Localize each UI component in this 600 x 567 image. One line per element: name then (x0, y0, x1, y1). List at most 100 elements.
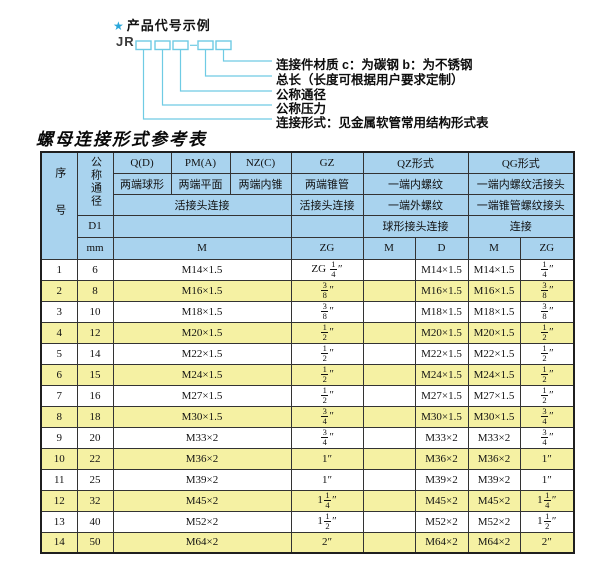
header-dn: 公称通径 (76, 151, 114, 216)
header-qg-conn: 连接 (467, 214, 575, 238)
cell-qg-m: M18×1.5 (467, 300, 521, 323)
cell-m: M20×1.5 (112, 321, 292, 344)
cell-seq: 1 (40, 258, 78, 281)
cell-qz-m (362, 300, 416, 323)
cell-m: M33×2 (112, 426, 292, 449)
table-row: 7 16 M27×1.5 1 2 ″ M27×1.5 M27×1.5 1 2 ″ (40, 384, 575, 407)
connector-line (142, 49, 272, 120)
cell-qz-d: M27×1.5 (414, 384, 469, 407)
cell-qg-zg: 1 2 ″ (519, 384, 575, 407)
code-label-material: 连接件材质 c：为碳钢 b：为不锈钢 (276, 58, 473, 72)
cell-dn-mm: 6 (76, 258, 114, 281)
cell-qz-d: M30×1.5 (414, 405, 469, 428)
cell-seq: 11 (40, 468, 78, 491)
cell-gz-zg: 1 2 ″ (290, 363, 364, 386)
code-label-diameter: 公称通径 (276, 88, 327, 102)
cell-qz-d: M64×2 (414, 531, 469, 554)
table-row: 9 20 M33×2 3 4 ″ M33×2 M33×2 3 4 ″ (40, 426, 575, 449)
cell-qg-m: M22×1.5 (467, 342, 521, 365)
header-m-main: M (112, 236, 292, 260)
code-box (135, 40, 152, 51)
cell-seq: 9 (40, 426, 78, 449)
cell-m: M27×1.5 (112, 384, 292, 407)
code-prefix: JR (116, 34, 135, 49)
cell-gz-zg: 1″ (290, 447, 364, 470)
cell-m: M52×2 (112, 510, 292, 533)
cell-qg-m: M45×2 (467, 489, 521, 512)
table-row: 6 15 M24×1.5 1 2 ″ M24×1.5 M24×1.5 1 2 ″ (40, 363, 575, 386)
table-row: 3 10 M18×1.5 3 8 ″ M18×1.5 M18×1.5 3 8 ″ (40, 300, 575, 323)
cell-qz-m (362, 447, 416, 470)
cell-qg-zg: 1 2 ″ (519, 363, 575, 386)
connector-line (179, 49, 272, 92)
cell-m: M18×1.5 (112, 300, 292, 323)
cell-qz-d: M33×2 (414, 426, 469, 449)
table-row: 13 40 M52×2 1 1 2 ″ M52×2 M52×2 1 1 2 ″ (40, 510, 575, 533)
header-gz: GZ (290, 151, 364, 174)
cell-gz-zg: 1 2 ″ (290, 342, 364, 365)
cell-gz-zg: 1 1 4 ″ (290, 489, 364, 512)
header-d-qz: D (414, 236, 469, 260)
cell-qg-zg: 2″ (519, 531, 575, 554)
header-nz-sub: 两端内锥 (229, 172, 292, 195)
cell-qg-zg: 1 1 4 ″ (519, 489, 575, 512)
diagram-heading: ★ 产品代号示例 (113, 15, 211, 34)
cell-m: M64×2 (112, 531, 292, 554)
header-dn-label: 公称通径 (89, 156, 102, 209)
header-seq: 序号 (40, 151, 78, 260)
cell-seq: 14 (40, 531, 78, 554)
cell-qz-d: M22×1.5 (414, 342, 469, 365)
code-label-length: 总长（长度可根据用户要求定制） (276, 73, 464, 87)
table-row: 11 25 M39×2 1″ M39×2 M39×2 1″ (40, 468, 575, 491)
header-qg-sub1: 一端内螺纹活接头 (467, 172, 575, 195)
cell-dn-mm: 18 (76, 405, 114, 428)
cell-qz-m (362, 321, 416, 344)
cell-dn-mm: 15 (76, 363, 114, 386)
header-union-conn: 活接头连接 (112, 193, 292, 216)
cell-qg-m: M20×1.5 (467, 321, 521, 344)
header-mm: mm (76, 236, 114, 260)
table-row: 4 12 M20×1.5 1 2 ″ M20×1.5 M20×1.5 1 2 ″ (40, 321, 575, 344)
code-box (197, 40, 214, 51)
cell-gz-zg: 1 1 2 ″ (290, 510, 364, 533)
cell-gz-zg: ZG 1 4 ″ (290, 258, 364, 281)
cell-qz-d: M52×2 (414, 510, 469, 533)
code-diagram-graphics (135, 40, 272, 120)
cell-qg-m: M24×1.5 (467, 363, 521, 386)
cell-qg-zg: 3 4 ″ (519, 426, 575, 449)
header-pm: PM(A) (170, 151, 231, 174)
header-qg-sub2: 一端锥管螺纹接头 (467, 193, 575, 216)
cell-qz-m (362, 489, 416, 512)
cell-dn-mm: 20 (76, 426, 114, 449)
diagram-heading-text: 产品代号示例 (126, 18, 211, 33)
cell-qz-m (362, 426, 416, 449)
cell-seq: 5 (40, 342, 78, 365)
cell-qz-d: M24×1.5 (414, 363, 469, 386)
cell-m: M24×1.5 (112, 363, 292, 386)
cell-m: M45×2 (112, 489, 292, 512)
header-q-sub: 两端球形 (112, 172, 172, 195)
cell-qz-d: M18×1.5 (414, 300, 469, 323)
cell-dn-mm: 10 (76, 300, 114, 323)
cell-seq: 13 (40, 510, 78, 533)
table-row: 10 22 M36×2 1″ M36×2 M36×2 1″ (40, 447, 575, 470)
cell-qz-d: M39×2 (414, 468, 469, 491)
cell-qg-zg: 1 4 ″ (519, 258, 575, 281)
cell-m: M36×2 (112, 447, 292, 470)
cell-m: M14×1.5 (112, 258, 292, 281)
cell-gz-zg: 3 8 ″ (290, 279, 364, 302)
connector-line (161, 49, 272, 106)
cell-qz-m (362, 258, 416, 281)
